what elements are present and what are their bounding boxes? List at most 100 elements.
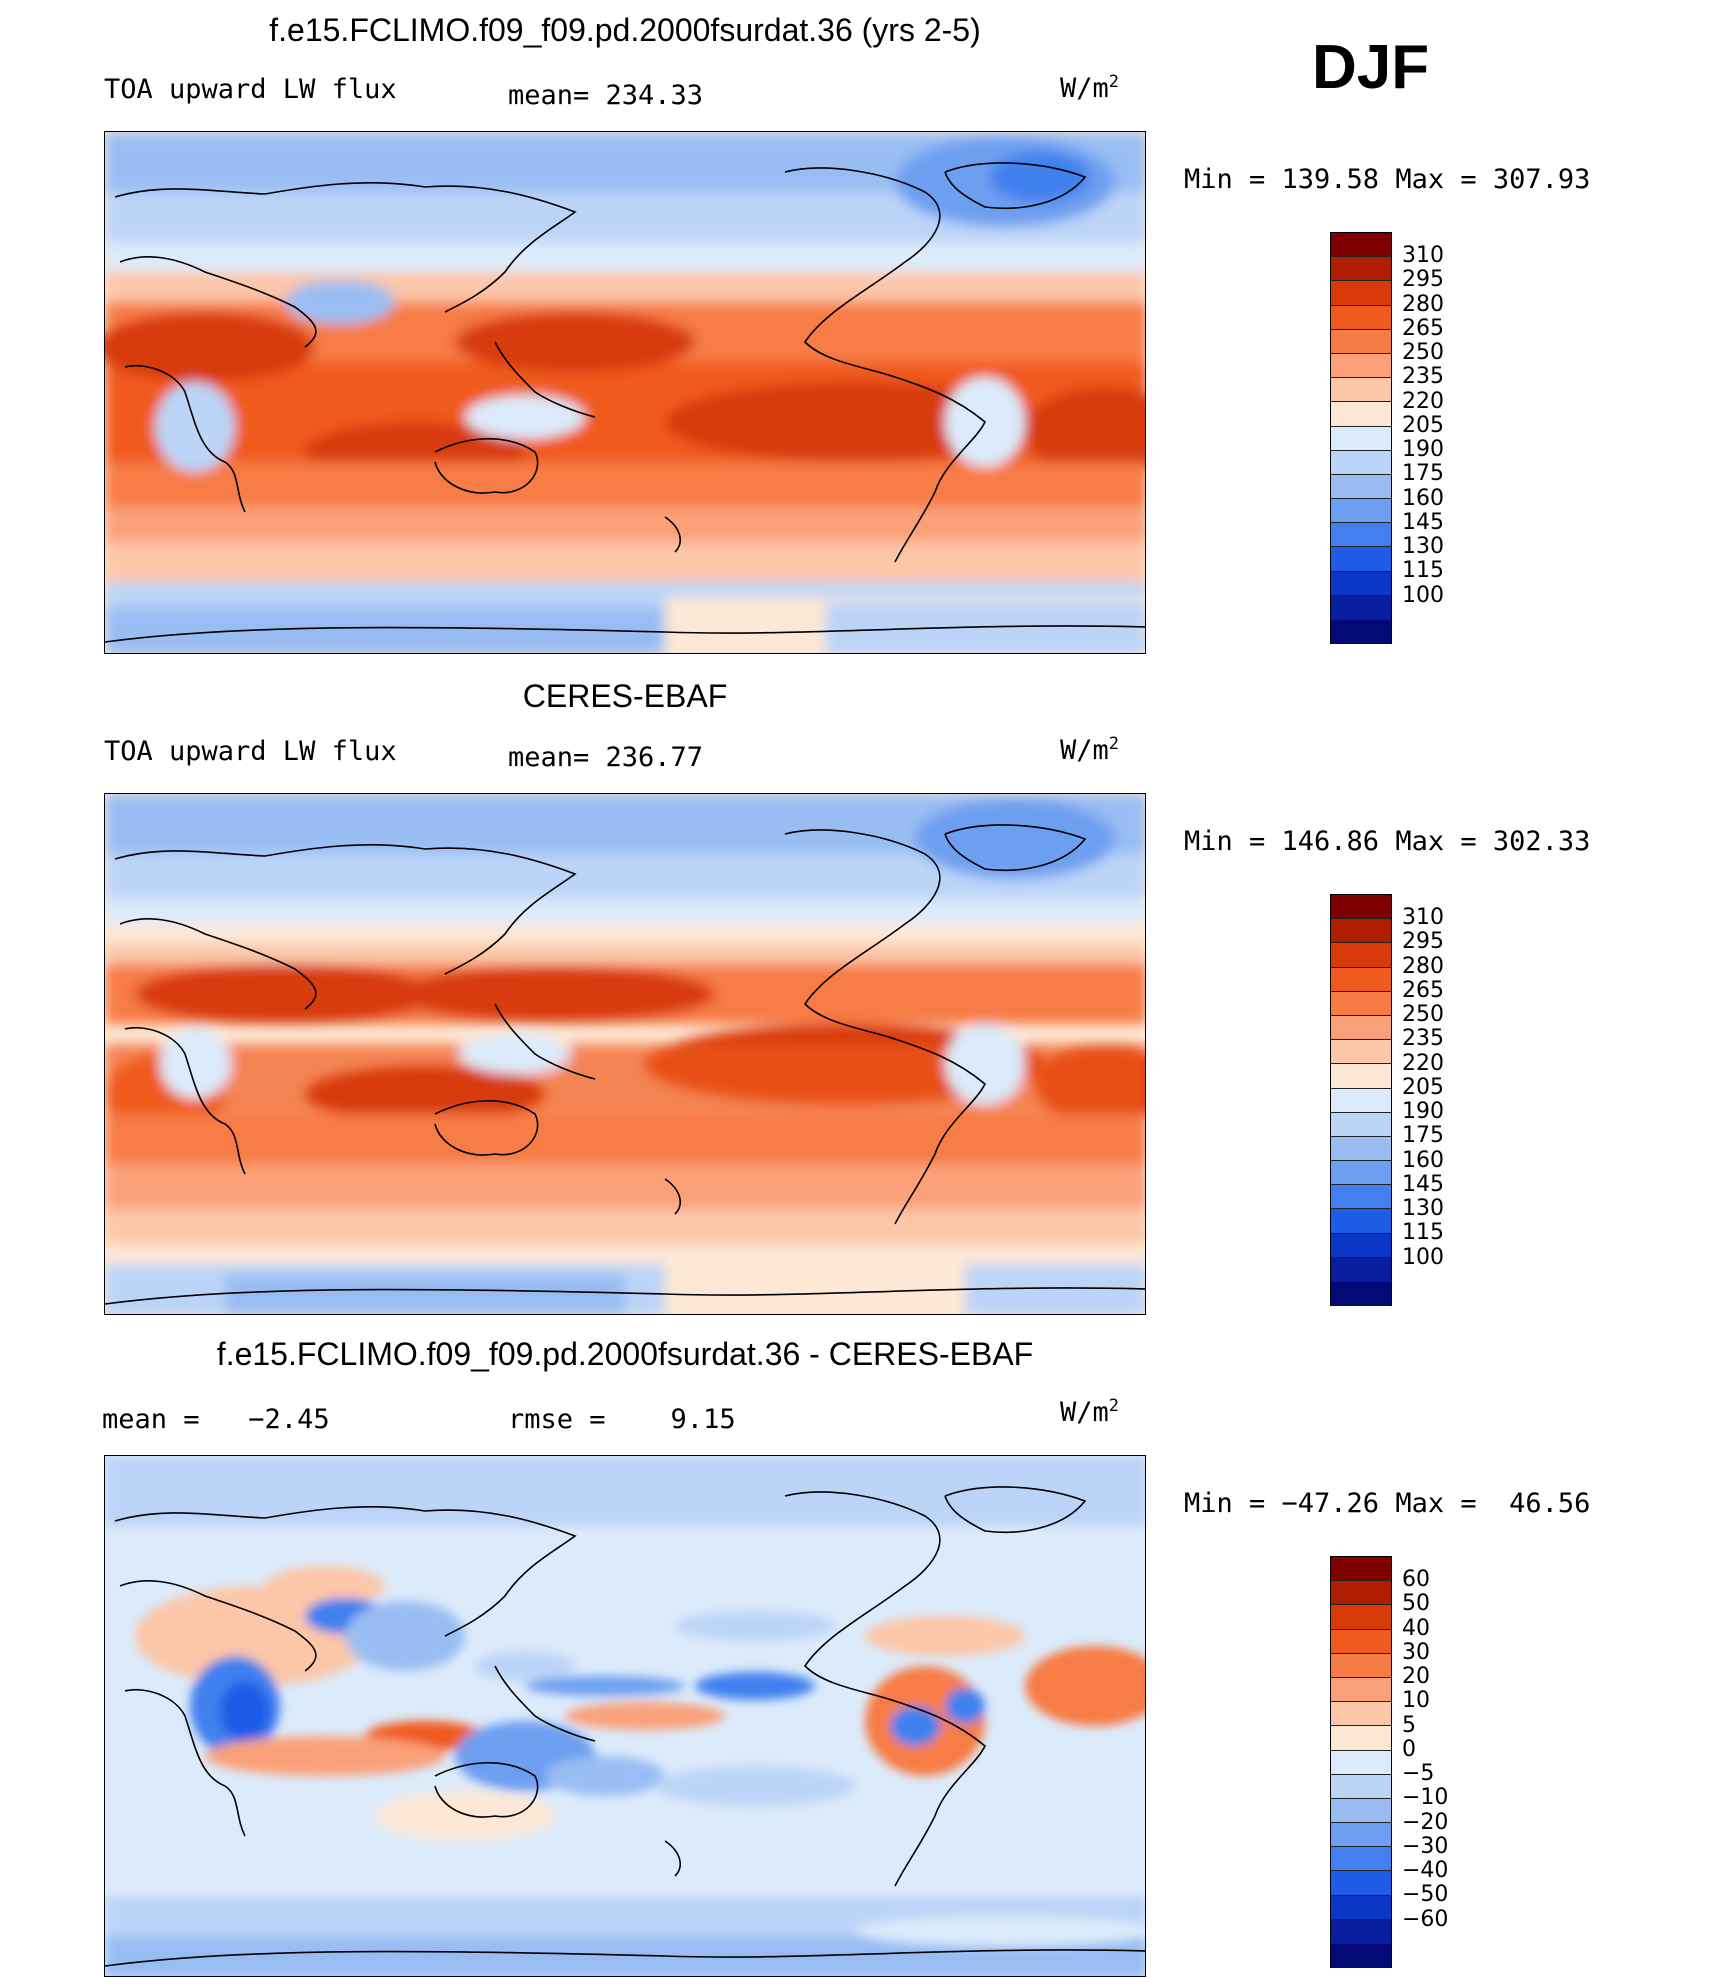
panel3-rmse-label: rmse = 9.15 [508, 1404, 736, 1435]
colorbar-swatch [1331, 474, 1391, 500]
colorbar-swatch [1331, 1919, 1391, 1944]
colorbar-swatch [1331, 1726, 1391, 1751]
panel1-map [104, 131, 1146, 654]
colorbar-tick-label: 10 [1402, 1688, 1430, 1714]
colorbar-swatch [1331, 353, 1391, 379]
colorbar-tick-label: 40 [1402, 1615, 1430, 1641]
colorbar-swatch [1331, 402, 1391, 427]
colorbar-swatch [1331, 1209, 1391, 1234]
colorbar-tick-label: 310 [1402, 905, 1444, 931]
colorbar-swatch [1331, 1257, 1391, 1282]
colorbar-tick-label: 220 [1402, 388, 1444, 414]
colorbar-tick-label: 265 [1402, 315, 1444, 341]
colorbar-swatch [1331, 378, 1391, 403]
colorbar-swatch [1331, 1282, 1391, 1307]
colorbar-tick-label: 310 [1402, 243, 1444, 269]
panel2-map [104, 793, 1146, 1315]
panel2-units: W/m2 [1060, 734, 1120, 766]
colorbar-swatch [1331, 1557, 1391, 1582]
colorbar-swatch [1331, 919, 1391, 944]
colorbar-tick-label: 175 [1402, 1123, 1444, 1149]
colorbar-tick-label: 280 [1402, 953, 1444, 979]
colorbar-swatch [1331, 1798, 1391, 1824]
colorbar-swatch [1331, 1040, 1391, 1065]
colorbar-tick-label: 205 [1402, 1074, 1444, 1100]
colorbar-swatch [1331, 1847, 1391, 1872]
colorbar-tick-label: 100 [1402, 582, 1444, 608]
colorbar-tick-label: 190 [1402, 1099, 1444, 1125]
colorbar-swatch [1331, 281, 1391, 306]
colorbar-tick-label: 295 [1402, 267, 1444, 293]
colorbar-swatch [1331, 1750, 1391, 1775]
panel2-variable-label: TOA upward LW flux [104, 736, 397, 767]
panel1-variable-label: TOA upward LW flux [104, 74, 397, 105]
colorbar-swatch [1331, 233, 1391, 258]
colorbar-swatch [1331, 523, 1391, 548]
colorbar-tick-label: 235 [1402, 364, 1444, 390]
colorbar-tick-label: 145 [1402, 509, 1444, 535]
colorbar-tick-label: 205 [1402, 412, 1444, 438]
panel1-mean-label: mean= 234.33 [508, 80, 704, 111]
colorbar-swatch [1331, 895, 1391, 920]
colorbar-swatch [1331, 1702, 1391, 1727]
colorbar-swatch [1331, 1823, 1391, 1848]
panel2-title: CERES-EBAF [522, 678, 728, 714]
colorbar-tick-label: 235 [1402, 1026, 1444, 1052]
colorbar-tick-label: 160 [1402, 1147, 1444, 1173]
colorbar-swatch [1331, 943, 1391, 968]
colorbar-swatch [1331, 305, 1391, 330]
colorbar-tick-label: 0 [1402, 1736, 1416, 1762]
colorbar-swatch [1331, 1944, 1391, 1969]
colorbar-swatch [1331, 1088, 1391, 1113]
colorbar-swatch [1331, 967, 1391, 992]
panel3-units: W/m2 [1060, 1396, 1120, 1428]
colorbar-tick-label: 220 [1402, 1050, 1444, 1076]
colorbar-swatch [1331, 426, 1391, 451]
colorbar-swatch [1331, 1136, 1391, 1162]
panel3-mean-label: mean = −2.45 [102, 1404, 330, 1435]
colorbar-swatch [1331, 991, 1391, 1016]
colorbar-tick-label: −30 [1402, 1833, 1449, 1859]
colorbar-tick-label: −10 [1402, 1785, 1449, 1811]
colorbar-swatch [1331, 1653, 1391, 1678]
colorbar-swatch [1331, 1233, 1391, 1258]
colorbar-tick-label: −20 [1402, 1809, 1449, 1835]
colorbar-swatch [1331, 1581, 1391, 1606]
colorbar-tick-label: 130 [1402, 534, 1444, 560]
panel1-colorbar [1330, 232, 1392, 645]
panel2-mean-label: mean= 236.77 [508, 742, 704, 773]
panel2-minmax: Min = 146.86 Max = 302.33 [1184, 826, 1591, 857]
colorbar-swatch [1331, 1677, 1391, 1703]
colorbar-swatch [1331, 1185, 1391, 1210]
colorbar-tick-label: 20 [1402, 1664, 1430, 1690]
colorbar-tick-label: 190 [1402, 437, 1444, 463]
colorbar-tick-label: 295 [1402, 929, 1444, 955]
panel3-minmax: Min = −47.26 Max = 46.56 [1184, 1488, 1591, 1519]
colorbar-tick-label: 280 [1402, 291, 1444, 317]
panel3-colorbar [1330, 1556, 1392, 1969]
colorbar-tick-label: 115 [1402, 558, 1444, 584]
colorbar-tick-label: 130 [1402, 1196, 1444, 1222]
colorbar-tick-label: 30 [1402, 1639, 1430, 1665]
colorbar-tick-label: 100 [1402, 1244, 1444, 1270]
colorbar-tick-label: 250 [1402, 340, 1444, 366]
colorbar-swatch [1331, 1605, 1391, 1630]
colorbar-swatch [1331, 499, 1391, 524]
colorbar-swatch [1331, 329, 1391, 354]
colorbar-swatch [1331, 450, 1391, 475]
colorbar-tick-label: 145 [1402, 1171, 1444, 1197]
colorbar-swatch [1331, 1161, 1391, 1186]
colorbar-swatch [1331, 1064, 1391, 1089]
colorbar-swatch [1331, 620, 1391, 645]
panel1-title: f.e15.FCLIMO.f09_f09.pd.2000fsurdat.36 (… [269, 12, 981, 48]
colorbar-tick-label: 115 [1402, 1220, 1444, 1246]
colorbar-tick-label: 175 [1402, 461, 1444, 487]
panel2-colorbar [1330, 894, 1392, 1307]
panel1-units: W/m2 [1060, 72, 1120, 104]
colorbar-swatch [1331, 257, 1391, 282]
colorbar-swatch [1331, 571, 1391, 596]
season-label: DJF [1312, 33, 1430, 102]
colorbar-tick-label: 50 [1402, 1591, 1430, 1617]
colorbar-tick-label: −50 [1402, 1882, 1449, 1908]
colorbar-tick-label: −60 [1402, 1906, 1449, 1932]
